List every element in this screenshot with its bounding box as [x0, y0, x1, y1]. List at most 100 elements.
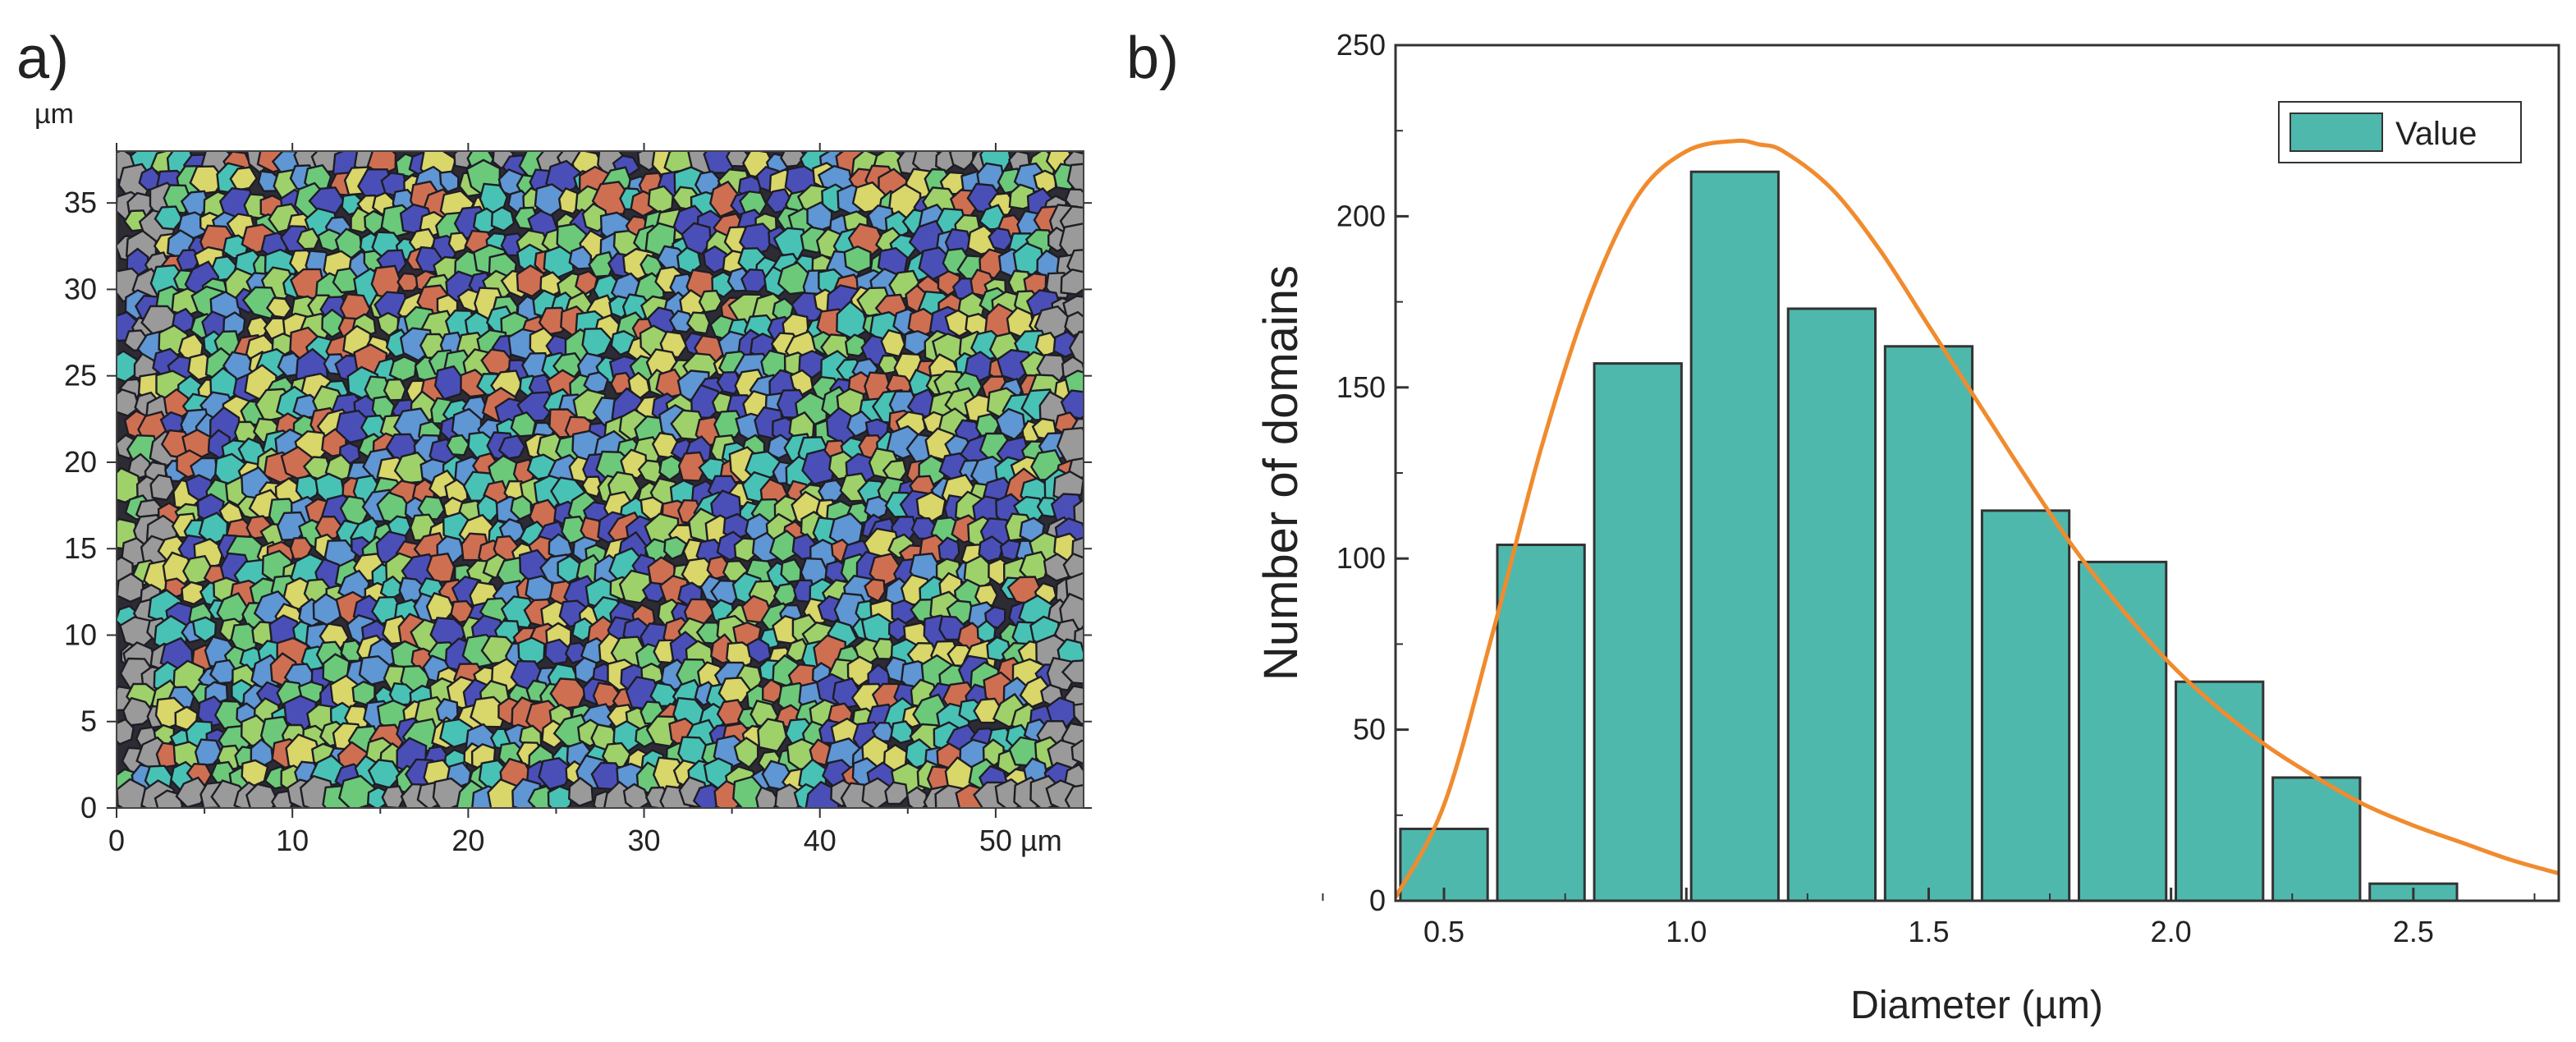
domain-cell: [567, 776, 594, 807]
domain-cell: [439, 718, 474, 749]
domain-cell: [543, 245, 575, 279]
y-axis-title: Number of domains: [1254, 265, 1308, 681]
domain-cell: [435, 697, 459, 725]
domain-cell: [149, 474, 176, 502]
unit-label: µm: [34, 99, 74, 130]
map-y-tick-label: 35: [64, 186, 97, 219]
map-y-tick-label: 0: [80, 791, 97, 824]
panel-b: b) 0.5 1.0 1.5 2.0 2.5 0 50 100 150 200 250 Diamet…: [1126, 25, 2560, 1027]
x-tick-label: 0.5: [1423, 915, 1464, 948]
bar-0.7: [1496, 544, 1586, 902]
domain-cell: [1068, 330, 1084, 365]
domain-cell: [1070, 739, 1084, 765]
domain-cell: [804, 780, 840, 808]
domain-cell: [937, 536, 960, 564]
domain-cell: [873, 637, 896, 660]
x-tick-label: 1.0: [1666, 915, 1707, 948]
panel-b-label: b): [1126, 25, 1179, 91]
domain-cell: [733, 737, 759, 769]
bar-1.3: [1786, 307, 1877, 902]
y-tick-label: 100: [1336, 541, 1386, 575]
domain-cell: [869, 553, 901, 589]
domain-map: [117, 151, 1084, 808]
map-y-tick-label: 25: [64, 359, 97, 392]
domain-cell: [295, 475, 321, 503]
domain-cell: [746, 637, 772, 664]
domain-cell: [289, 536, 314, 561]
domain-cell: [154, 205, 184, 231]
domain-cell: [1064, 370, 1084, 395]
map-y-tick-label: 30: [64, 272, 97, 305]
domain-cell: [668, 310, 695, 333]
bar-2.1: [2175, 680, 2265, 902]
domain-cell: [1060, 269, 1084, 296]
domain-cell: [757, 718, 788, 753]
domain-cell: [681, 222, 712, 255]
domain-cell: [581, 475, 603, 498]
domain-cell: [581, 327, 613, 360]
legend-swatch: [2290, 112, 2383, 152]
domain-cell: [798, 350, 826, 379]
domain-cell: [351, 680, 376, 706]
map-x-tick-label: 30: [628, 824, 661, 857]
domain-cell: [984, 605, 1006, 629]
legend: Value: [2278, 101, 2522, 163]
domain-cell: [1019, 550, 1050, 584]
domain-cell: [755, 786, 781, 808]
map-y-tick-label: 10: [64, 617, 97, 651]
domain-cell: [1056, 426, 1084, 463]
histogram-axes: 0.5 1.0 1.5 2.0 2.5 0 50 100 150 200 250: [1322, 28, 2536, 948]
domain-cell: [740, 268, 768, 293]
domain-cell: [446, 434, 470, 457]
histogram-bars: [1399, 170, 2459, 902]
domain-cell: [538, 306, 569, 336]
domain-cell: [314, 515, 343, 541]
map-x-tick-label: 20: [451, 824, 484, 857]
domain-cell: [880, 328, 906, 358]
bar-0.9: [1593, 362, 1683, 902]
y-tick-label: 150: [1336, 370, 1386, 404]
domain-cell: [685, 311, 711, 335]
domain-cell: [801, 448, 836, 485]
domain-cell: [864, 578, 886, 603]
map-y-tick-label: 5: [80, 705, 97, 738]
domain-cell: [194, 738, 223, 767]
domain-cell: [716, 370, 742, 395]
domain-cell: [780, 558, 802, 583]
x-axis-title: Diameter (µm): [1850, 984, 2103, 1027]
domain-cell: [189, 165, 226, 195]
domain-cell: [948, 151, 974, 172]
domain-cell: [851, 181, 887, 213]
domain-map-frame: [116, 150, 1084, 809]
domain-cell: [417, 495, 446, 521]
domain-cell: [388, 356, 418, 383]
map-x-tick-label: 50 µm: [979, 824, 1062, 857]
map-y-tick-label: 15: [64, 531, 97, 565]
domain-cell: [337, 774, 376, 808]
domain-cell: [321, 308, 345, 339]
map-x-tick-label: 10: [276, 824, 309, 857]
map-x-tick-label: 40: [804, 824, 837, 857]
bar-1.1: [1689, 170, 1780, 902]
domain-cell: [915, 491, 947, 523]
domain-cell: [844, 333, 868, 357]
x-tick-label: 2.5: [2393, 915, 2434, 948]
x-tick-label: 2.0: [2151, 915, 2192, 948]
domain-cell: [490, 206, 516, 232]
y-tick-label: 200: [1336, 199, 1386, 232]
panel-a: a) µm 0 10 20 30 40 50 µm 0 5 10 15 20 25 30 35: [16, 25, 1092, 857]
domain-cell: [396, 272, 422, 292]
y-tick-label: 0: [1369, 884, 1386, 917]
domain-map-axes: 0 10 20 30 40 50 µm 0 5 10 15 20 25 30 35: [64, 143, 1092, 857]
domain-cell: [843, 245, 872, 274]
domain-cell: [846, 410, 873, 438]
domain-cell: [447, 232, 470, 254]
domain-cell: [1061, 659, 1084, 685]
domain-cell: [1064, 310, 1084, 337]
map-x-tick-label: 0: [108, 824, 125, 857]
y-tick-label: 50: [1353, 713, 1386, 746]
y-tick-label: 250: [1336, 28, 1386, 62]
domain-cell: [1072, 702, 1084, 726]
domain-cell: [780, 151, 806, 168]
